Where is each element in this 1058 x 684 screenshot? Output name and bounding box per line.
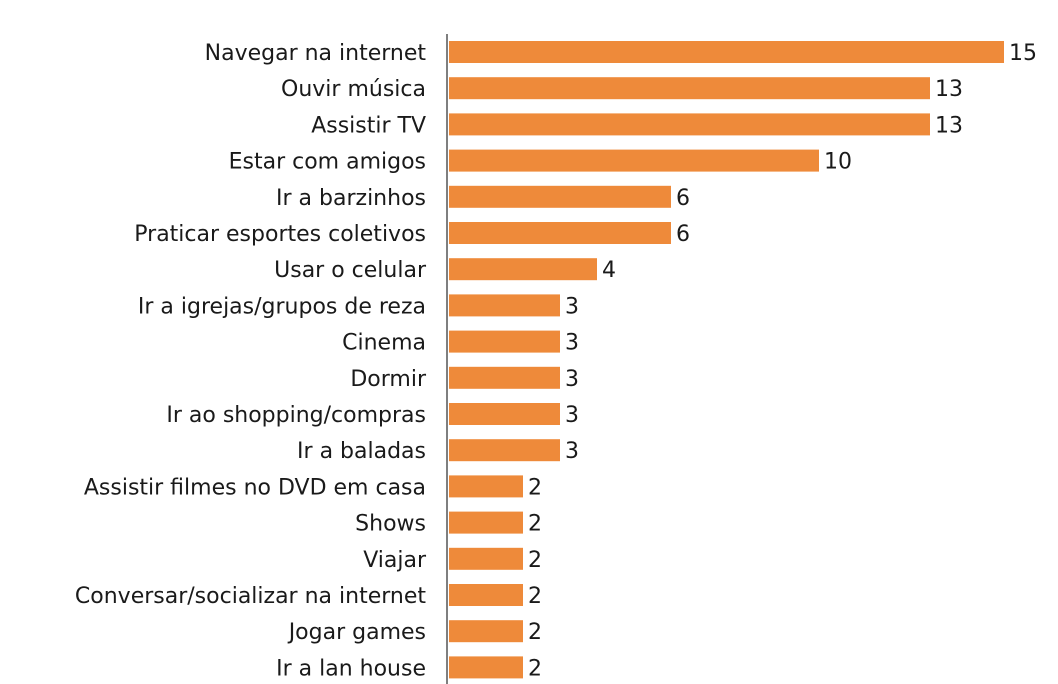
category-label: Praticar esportes coletivos bbox=[134, 222, 426, 247]
bar bbox=[449, 439, 560, 462]
bar bbox=[449, 366, 560, 389]
category-label: Shows bbox=[355, 512, 426, 537]
value-label: 6 bbox=[676, 222, 690, 247]
bar bbox=[449, 547, 523, 570]
category-label: Usar o celular bbox=[274, 258, 427, 283]
category-label: Ir a igrejas/grupos de reza bbox=[138, 294, 426, 319]
value-label: 13 bbox=[935, 77, 963, 102]
value-label: 2 bbox=[528, 584, 542, 609]
bar bbox=[449, 620, 523, 643]
category-label: Estar com amigos bbox=[229, 150, 426, 175]
value-label: 13 bbox=[935, 113, 963, 138]
category-label: Ouvir música bbox=[281, 77, 426, 102]
value-label: 6 bbox=[676, 186, 690, 211]
value-label: 2 bbox=[528, 656, 542, 681]
category-label: Ir a baladas bbox=[297, 439, 426, 464]
category-label: Dormir bbox=[350, 367, 427, 392]
category-label: Assistir filmes no DVD em casa bbox=[84, 475, 426, 500]
value-label: 2 bbox=[528, 475, 542, 500]
value-label: 10 bbox=[824, 150, 852, 175]
category-label: Ir ao shopping/compras bbox=[166, 403, 426, 428]
category-label: Navegar na internet bbox=[205, 41, 427, 66]
category-label: Assistir TV bbox=[311, 113, 426, 138]
category-label: Conversar/socializar na internet bbox=[75, 584, 426, 609]
bar bbox=[449, 113, 930, 136]
category-label: Ir a barzinhos bbox=[276, 186, 426, 211]
bar bbox=[449, 656, 523, 679]
bar bbox=[449, 41, 1004, 63]
value-label: 15 bbox=[1009, 41, 1037, 66]
bar bbox=[449, 511, 523, 534]
value-label: 4 bbox=[602, 258, 616, 283]
category-label: Ir a lan house bbox=[276, 656, 426, 681]
value-label: 2 bbox=[528, 512, 542, 537]
bar bbox=[449, 185, 671, 208]
bar bbox=[449, 149, 819, 172]
category-label: Jogar games bbox=[287, 620, 426, 645]
value-label: 3 bbox=[565, 403, 579, 428]
bar bbox=[449, 330, 560, 353]
bar bbox=[449, 584, 523, 606]
value-label: 3 bbox=[565, 294, 579, 319]
category-label: Cinema bbox=[342, 331, 426, 356]
value-label: 3 bbox=[565, 331, 579, 356]
value-label: 2 bbox=[528, 620, 542, 645]
bar bbox=[449, 77, 930, 100]
value-label: 2 bbox=[528, 548, 542, 573]
bars-group bbox=[449, 41, 1004, 679]
bar bbox=[449, 403, 560, 425]
bar bbox=[449, 294, 560, 317]
bar bbox=[449, 475, 523, 498]
value-label: 3 bbox=[565, 367, 579, 392]
category-labels-group: Navegar na internet Ouvir música Assistir … bbox=[75, 41, 427, 681]
value-label: 3 bbox=[565, 439, 579, 464]
bar bbox=[449, 222, 671, 244]
bar bbox=[449, 258, 597, 281]
category-label: Viajar bbox=[363, 548, 427, 573]
